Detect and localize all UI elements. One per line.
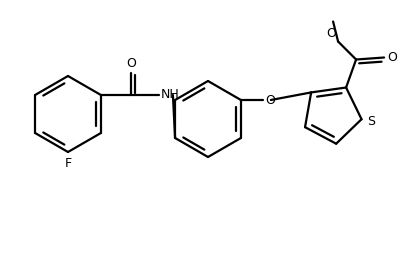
Text: O: O — [126, 57, 136, 70]
Text: NH: NH — [161, 88, 180, 102]
Text: O: O — [326, 26, 336, 40]
Text: S: S — [368, 115, 375, 128]
Text: O: O — [387, 51, 397, 64]
Text: O: O — [265, 93, 275, 106]
Text: F: F — [64, 157, 71, 170]
